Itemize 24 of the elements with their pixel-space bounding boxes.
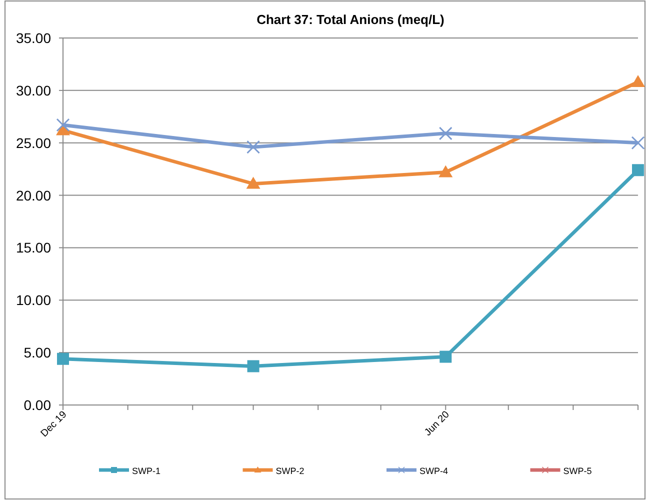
point [57,352,69,365]
point [56,118,70,132]
y-tick-label: 10.00 [16,292,52,308]
point [246,176,260,189]
point [631,136,645,150]
chart-title: Chart 37: Total Anions (meq/L) [256,12,444,27]
point [632,164,644,176]
point [247,360,260,372]
legend-label: SWP-4 [420,466,448,476]
legend-label: SWP-5 [563,466,592,476]
y-tick-label: 30.00 [16,82,52,98]
y-tick-label: 20.00 [16,187,52,204]
point [440,350,452,363]
y-tick-label: 25.00 [16,134,52,151]
y-tick-label: 5.00 [24,344,52,361]
point [438,126,452,140]
y-tick-label: 15.00 [16,240,52,256]
y-tick-label: 35.00 [16,30,52,46]
point [438,165,453,178]
legend-label: SWP-1 [132,466,161,476]
legend-label: SWP-2 [276,466,304,476]
point [631,75,645,88]
point [246,140,260,154]
x-tick-label: Jun 20 [422,409,452,438]
